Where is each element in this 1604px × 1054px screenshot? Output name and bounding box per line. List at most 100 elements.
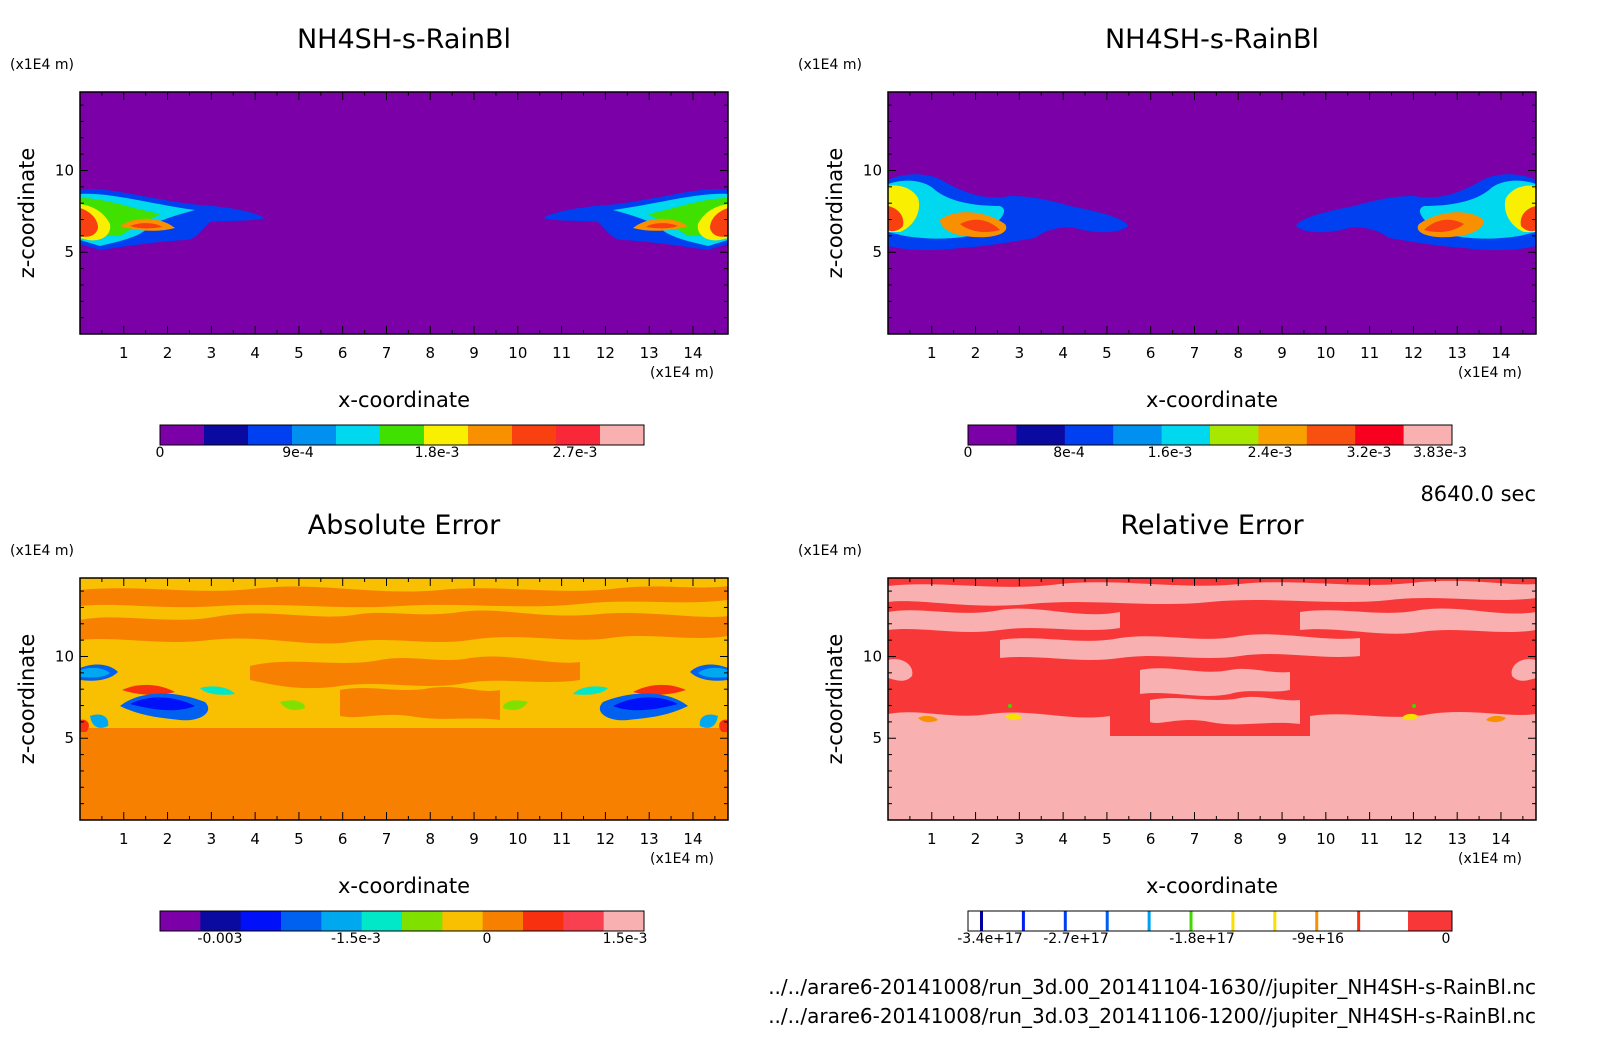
colorbar-tick-label: 3.83e-3 <box>1413 445 1467 461</box>
colorbar-band <box>1147 911 1151 931</box>
x-tick-label: 1 <box>119 830 129 848</box>
x-tick-label: 2 <box>971 830 981 848</box>
colorbar-tick-label: -1.8e+17 <box>1169 931 1234 947</box>
colorbar-tick-label: 0 <box>156 445 165 461</box>
x-tick-label: 1 <box>119 344 129 362</box>
x-tick-label: 13 <box>1448 830 1467 848</box>
panel-3-y-label: z-coordinate <box>15 634 39 765</box>
colorbar-swatch <box>1016 425 1066 445</box>
colorbar-tick-label: 0 <box>1442 931 1451 947</box>
panel-3: Absolute Error (x1E4 m) <box>10 510 729 947</box>
y-tick-label: 5 <box>64 729 74 747</box>
x-tick-label: 4 <box>1058 344 1068 362</box>
x-tick-label: 6 <box>338 344 348 362</box>
panel-3-title: Absolute Error <box>308 510 501 541</box>
x-tick-label: 11 <box>1360 830 1379 848</box>
colorbar-swatch <box>1355 425 1405 445</box>
x-tick-label: 2 <box>971 344 981 362</box>
file-path-1: ../../arare6-20141008/run_3d.00_20141104… <box>768 975 1536 999</box>
colorbar-band <box>1315 911 1319 931</box>
colorbar-swatch <box>1161 425 1211 445</box>
panel-1-x-label: x-coordinate <box>338 388 470 412</box>
colorbar-swatch <box>336 425 381 445</box>
x-tick-label: 9 <box>469 830 479 848</box>
colorbar-tick-label: 1.8e-3 <box>415 445 460 461</box>
colorbar-band <box>1357 911 1361 931</box>
y-tick-label: 10 <box>863 647 882 665</box>
x-tick-label: 6 <box>1146 344 1156 362</box>
colorbar-band <box>1273 911 1277 931</box>
panel-4-field <box>888 578 1536 820</box>
colorbar-swatch <box>1258 425 1308 445</box>
x-tick-label: 5 <box>1102 344 1112 362</box>
colorbar-tick-label: -1.5e-3 <box>331 931 381 947</box>
x-tick-label: 12 <box>1404 344 1423 362</box>
panel-2-y-label: z-coordinate <box>823 148 847 279</box>
colorbar-swatch <box>292 425 337 445</box>
panel-4-x-unit: (x1E4 m) <box>1458 851 1522 867</box>
x-tick-label: 11 <box>552 344 571 362</box>
colorbar-band <box>980 911 983 931</box>
colorbar-swatch <box>556 425 601 445</box>
panel-1-frame <box>79 91 729 335</box>
x-tick-label: 9 <box>1277 830 1287 848</box>
x-tick-label: 14 <box>683 344 702 362</box>
x-tick-label: 10 <box>1316 830 1335 848</box>
x-tick-label: 7 <box>1190 830 1200 848</box>
colorbar-swatch <box>240 911 282 931</box>
colorbar-swatch <box>1210 425 1259 445</box>
time-stamp: 8640.0 sec <box>1420 482 1536 506</box>
panel-2: NH4SH-s-RainBl (x1E4 m) 1 2 3 4 5 6 7 8 9 10 11 12 1… <box>798 24 1537 461</box>
colorbar-swatch <box>563 911 605 931</box>
panel-2-title: NH4SH-s-RainBl <box>1105 24 1319 55</box>
x-tick-label: 12 <box>596 830 615 848</box>
x-tick-label: 5 <box>294 830 304 848</box>
colorbar-swatch <box>1306 425 1356 445</box>
x-tick-label: 8 <box>1233 830 1243 848</box>
x-tick-label: 2 <box>163 344 173 362</box>
x-tick-label: 11 <box>552 830 571 848</box>
x-tick-label: 4 <box>250 830 260 848</box>
panel-4-title: Relative Error <box>1120 510 1304 541</box>
x-tick-label: 8 <box>425 830 435 848</box>
colorbar-tick-label: 1.6e-3 <box>1148 445 1193 461</box>
y-tick-label: 10 <box>55 647 74 665</box>
colorbar-background <box>968 911 1452 931</box>
x-tick-label: 13 <box>640 830 659 848</box>
panel-2-x-label: x-coordinate <box>1146 388 1278 412</box>
colorbar-swatch <box>1064 425 1114 445</box>
panel-3-colorbar: -0.003 -1.5e-3 0 1.5e-3 <box>159 910 647 947</box>
x-tick-label: 3 <box>207 830 217 848</box>
y-tick-label: 5 <box>872 729 882 747</box>
y-tick-label: 10 <box>863 161 882 179</box>
x-tick-label: 4 <box>250 344 260 362</box>
colorbar-tick-label: -3.4e+17 <box>957 931 1022 947</box>
panel-2-field <box>888 92 1536 334</box>
panel-2-x-unit: (x1E4 m) <box>1458 365 1522 381</box>
colorbar-swatch <box>424 425 469 445</box>
panel-2-frame <box>887 91 1537 335</box>
colorbar-swatch <box>1403 425 1453 445</box>
y-tick-label: 5 <box>64 243 74 261</box>
panel-2-y-unit: (x1E4 m) <box>798 57 862 73</box>
x-tick-label: 12 <box>1404 830 1423 848</box>
colorbar-tick-label: 9e-4 <box>282 445 314 461</box>
colorbar-tick-label: 0 <box>964 445 973 461</box>
colorbar-swatch <box>200 911 242 931</box>
colorbar-swatch <box>321 911 363 931</box>
x-tick-label: 7 <box>1190 344 1200 362</box>
colorbar-tick-label: -9e+16 <box>1292 931 1344 947</box>
panel-1: NH4SH-s-RainBl (x1E4 m) 1 2 3 4 5 6 7 8 9 10 11 12 1… <box>10 24 729 461</box>
panel-3-x-label: x-coordinate <box>338 874 470 898</box>
colorbar-swatch <box>281 911 322 931</box>
colorbar-tick-label: -2.7e+17 <box>1043 931 1108 947</box>
panel-2-colorbar: 0 8e-4 1.6e-3 2.4e-3 3.2e-3 3.83e-3 <box>964 424 1467 461</box>
x-tick-label: 13 <box>1448 344 1467 362</box>
panel-4: Relative Error (x1E4 m) 1 2 3 4 5 6 7 8 9 10 11 <box>798 510 1537 947</box>
panel-3-x-unit: (x1E4 m) <box>650 851 714 867</box>
x-tick-label: 3 <box>207 344 217 362</box>
x-tick-label: 13 <box>640 344 659 362</box>
x-tick-label: 2 <box>163 830 173 848</box>
